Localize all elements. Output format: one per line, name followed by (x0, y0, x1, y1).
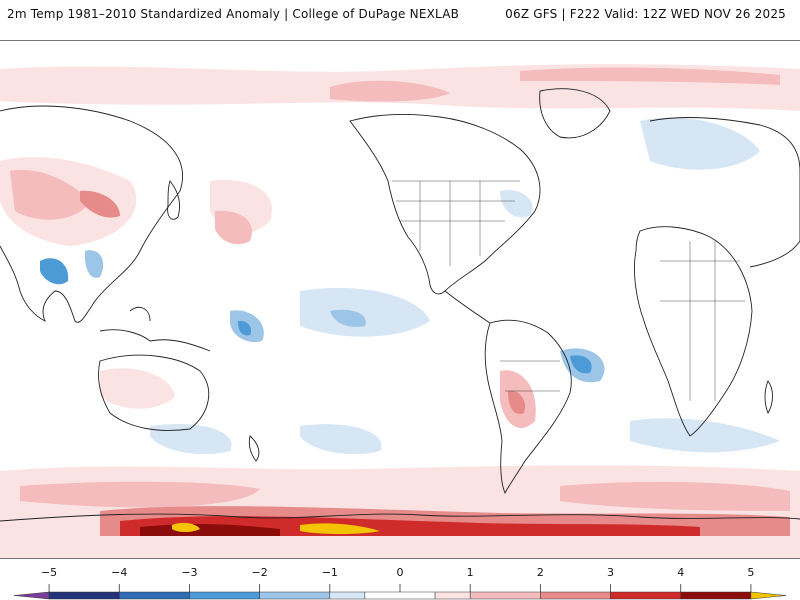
colorbar-tick-label: 5 (747, 566, 755, 579)
colorbar-bin (189, 591, 260, 600)
colorbar-tick-label: 1 (466, 566, 474, 579)
run-valid-time: 06Z GFS | F222 Valid: 12Z WED NOV 26 202… (505, 7, 786, 21)
colorbar-tick-label: −3 (181, 566, 198, 579)
coastline-outlines (0, 88, 800, 522)
colorbar-tick-label: −2 (251, 566, 268, 579)
colorbar-bin (119, 591, 190, 600)
map-panel[interactable] (0, 40, 800, 559)
political-boundaries (392, 180, 745, 401)
global-anomaly-map[interactable] (0, 41, 800, 558)
colorbar-bin (13, 591, 50, 600)
colorbar-bin (610, 591, 681, 600)
colorbar-bin (469, 591, 541, 600)
colorbar-tick-label: 2 (536, 566, 544, 579)
colorbar-bin (750, 591, 787, 600)
colorbar-bin (48, 591, 120, 600)
colorbar-bin (364, 591, 436, 600)
map-header: 2m Temp 1981–2010 Standardized Anomaly |… (0, 0, 800, 38)
colorbar-tick-label: −5 (40, 566, 58, 579)
colorbar-bin (434, 591, 471, 600)
colorbar-tick-label: 0 (396, 566, 404, 579)
colorbar-bin (259, 591, 331, 600)
colorbar: −5 −4 −3 −2 −1 0 1 2 3 4 5 (0, 566, 800, 600)
colorbar-bin (540, 591, 611, 600)
colorbar-tick-label: 4 (677, 566, 685, 579)
colorbar-bin (680, 591, 752, 600)
product-title: 2m Temp 1981–2010 Standardized Anomaly |… (7, 7, 460, 21)
colorbar-tick-label: −1 (321, 566, 338, 579)
colorbar-tick-label: −4 (111, 566, 128, 579)
colorbar-scale (13, 584, 787, 600)
colorbar-bin (329, 591, 366, 600)
colorbar-tick-label: 3 (607, 566, 615, 579)
